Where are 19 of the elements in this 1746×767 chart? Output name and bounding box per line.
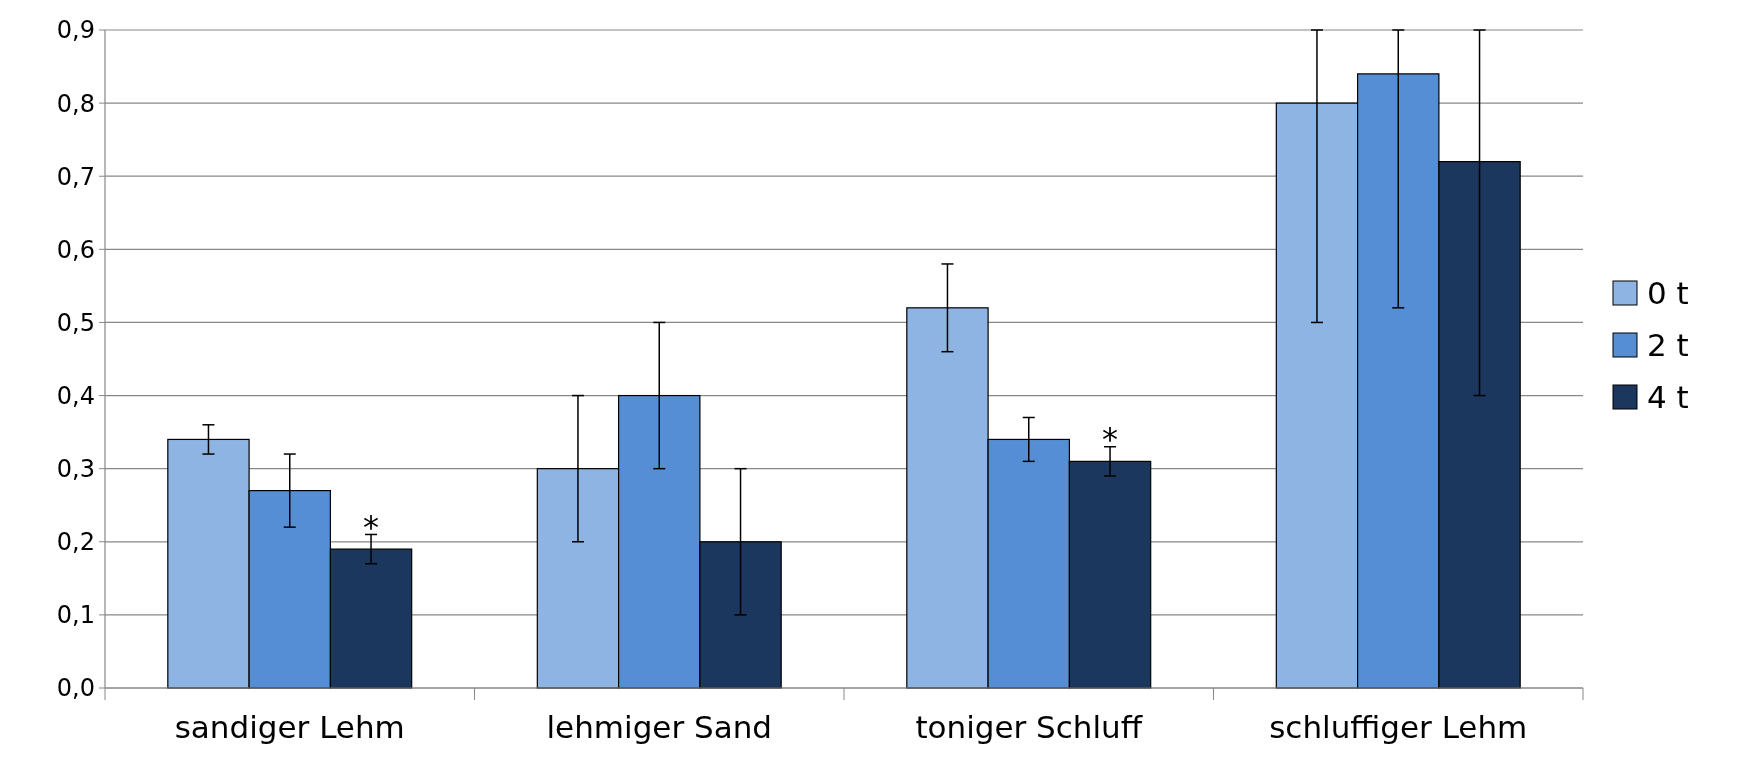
annotation: * — [1102, 420, 1119, 459]
y-tick-label: 0,1 — [56, 601, 95, 630]
y-tick-label: 0,8 — [56, 89, 95, 118]
x-tick-label: lehmiger Sand — [546, 709, 772, 745]
legend-label: 4 t — [1647, 378, 1689, 415]
x-tick-label: sandiger Lehm — [174, 709, 405, 745]
y-tick-label: 0,4 — [56, 381, 95, 410]
y-tick-label: 0,2 — [56, 528, 95, 557]
y-tick-label: 0,0 — [56, 674, 95, 703]
y-tick-label: 0,5 — [56, 308, 95, 337]
legend-label: 0 t — [1647, 274, 1689, 311]
y-tick-label: 0,6 — [56, 235, 95, 264]
annotation: * — [363, 507, 380, 546]
legend-label: 2 t — [1647, 326, 1689, 363]
y-tick-label: 0,7 — [56, 162, 95, 191]
y-tick-label: 0,3 — [56, 455, 95, 484]
y-tick-label: 0,9 — [56, 16, 95, 45]
x-tick-label: toniger Schluff — [915, 709, 1143, 745]
x-tick-label: schluffiger Lehm — [1269, 709, 1528, 745]
